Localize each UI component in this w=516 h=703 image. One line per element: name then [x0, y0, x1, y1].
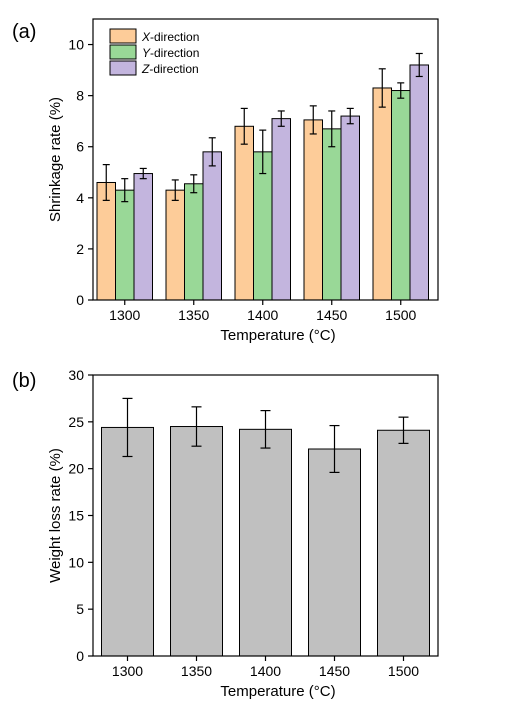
panel-a-bars [96, 64, 429, 301]
legend-label-z-direction: Z-direction [141, 62, 199, 76]
panel-b-weight-loss-chart: (b) 0 5 10 15 20 25 30 1300 1350 1400 1450 1500 Te… [12, 367, 439, 700]
legend-label-x-direction: X-direction [141, 30, 199, 44]
legend-swatch-z-direction [109, 60, 137, 76]
error-bar-1500-y [397, 82, 405, 99]
panel-a-x-axis-title: Temperature (°C) [220, 327, 335, 344]
error-bar-1300-y [121, 178, 129, 203]
x-tick-label-1400: 1400 [250, 663, 281, 679]
panel-a-legend: X-direction Y-direction Z-direction [109, 28, 199, 76]
x-tick-label-1450: 1450 [316, 307, 347, 323]
legend-label-y-direction: Y-direction [142, 46, 199, 60]
bar-1500-y-direction [391, 90, 411, 301]
panel-a-y-ticks: 0 2 4 6 8 10 [68, 37, 93, 308]
bar-1350-z-direction [202, 151, 222, 301]
bar-1450-y-direction [322, 128, 342, 301]
bar-1300-z-direction [133, 173, 153, 301]
y-tick-label-8: 8 [76, 88, 84, 104]
y-tick-label-5: 5 [76, 601, 84, 617]
bar-1300 [101, 426, 154, 657]
bar-1300-y-direction [115, 189, 135, 301]
panel-a-error-bars [102, 52, 423, 203]
x-tick-label-1500: 1500 [385, 307, 416, 323]
error-bar-1500-x [378, 68, 386, 108]
y-tick-label-0: 0 [76, 648, 84, 664]
x-tick-label-1450: 1450 [319, 663, 350, 679]
bar-1350-x-direction [165, 189, 185, 301]
x-tick-label-1300: 1300 [109, 307, 140, 323]
panel-a-plot-frame [92, 18, 439, 301]
y-tick-label-2: 2 [76, 241, 84, 257]
panel-b-bars [101, 426, 430, 657]
y-tick-label-10: 10 [68, 37, 84, 53]
y-tick-label-20: 20 [68, 461, 84, 477]
panel-a-y-axis-title: Shrinkage rate (%) [47, 97, 64, 222]
panel-a-shrinkage-chart: (a) 0 2 4 6 8 10 1300 1350 1400 1450 1500 Tempera… [12, 18, 439, 344]
error-bar-1500-z [415, 52, 423, 78]
y-tick-label-0: 0 [76, 292, 84, 308]
panel-b-label: (b) [12, 370, 36, 392]
error-bar-1400-y [259, 129, 267, 175]
x-tick-label-1400: 1400 [247, 307, 278, 323]
error-bar-1350-z [208, 137, 216, 167]
x-tick-label-1350: 1350 [181, 663, 212, 679]
error-bar-1300-x [102, 164, 110, 201]
error-bar-1450-z [346, 107, 354, 125]
bar-1500-x-direction [372, 87, 392, 301]
bar-1450 [308, 448, 361, 657]
error-bar-1400-z [277, 110, 285, 127]
x-tick-label-1500: 1500 [388, 663, 419, 679]
bar-1500 [377, 429, 430, 657]
x-tick-label-1300: 1300 [112, 663, 143, 679]
error-bar-1350-y [190, 174, 198, 194]
y-tick-label-4: 4 [76, 190, 84, 206]
bar-1400-z-direction [271, 118, 291, 301]
error-bar-1450-y [328, 110, 336, 148]
y-tick-label-6: 6 [76, 139, 84, 155]
bar-1400-x-direction [234, 125, 254, 301]
y-tick-label-30: 30 [68, 367, 84, 383]
panel-a-x-ticks: 1300 1350 1400 1450 1500 [109, 300, 417, 323]
error-bar-1500 [398, 416, 409, 444]
y-tick-label-15: 15 [68, 508, 84, 524]
panel-b-x-ticks: 1300 1350 1400 1450 1500 [112, 656, 419, 679]
error-bar-1350-x [171, 179, 179, 201]
x-tick-label-1350: 1350 [178, 307, 209, 323]
error-bar-1450-x [309, 105, 317, 135]
panel-b-error-bars [122, 397, 409, 474]
legend-swatch-x-direction [109, 28, 137, 44]
panel-b-y-ticks: 0 5 10 15 20 25 30 [68, 367, 93, 664]
y-tick-label-25: 25 [68, 414, 84, 430]
error-bar-1300 [122, 397, 133, 458]
legend-swatch-y-direction [109, 44, 137, 60]
bar-1450-x-direction [303, 119, 323, 301]
error-bar-1300-z [139, 167, 147, 180]
bar-1350 [170, 426, 223, 657]
error-bar-1400 [260, 409, 271, 449]
bar-1450-z-direction [340, 115, 360, 301]
bar-1400 [239, 428, 292, 657]
error-bar-1450 [329, 424, 340, 474]
bar-1350-y-direction [184, 183, 204, 301]
bar-1500-z-direction [409, 64, 429, 301]
panel-b-x-axis-title: Temperature (°C) [220, 683, 335, 700]
panel-a-label: (a) [12, 21, 36, 43]
error-bar-1400-x [240, 107, 248, 145]
panel-b-y-axis-title: Weight loss rate (%) [47, 448, 64, 583]
y-tick-label-10: 10 [68, 554, 84, 570]
error-bar-1350 [191, 406, 202, 447]
